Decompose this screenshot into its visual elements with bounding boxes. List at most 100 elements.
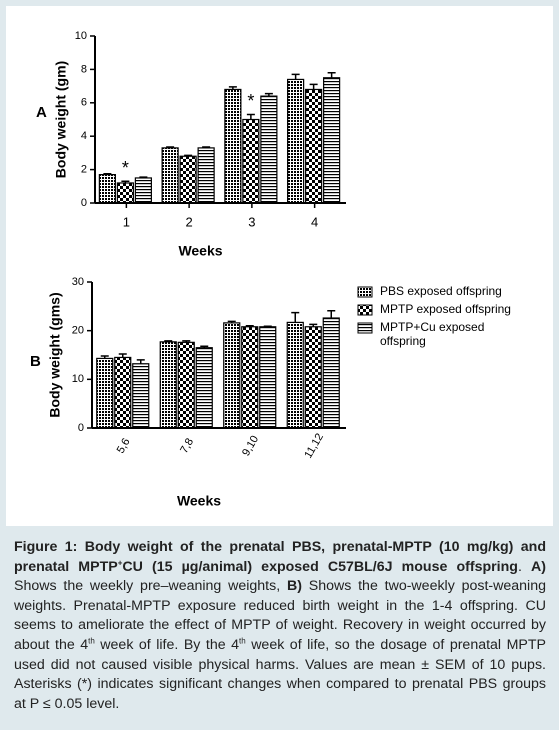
error-bar xyxy=(136,359,145,364)
bar-group xyxy=(223,320,241,429)
error-bar xyxy=(139,176,148,178)
bar-group xyxy=(98,173,116,204)
legend-label: PBS exposed offspring xyxy=(380,284,502,298)
bar xyxy=(223,322,241,429)
x-tick-label: 7,8 xyxy=(178,436,196,455)
caption-text: + xyxy=(117,557,123,567)
bar xyxy=(116,182,134,204)
error-bar xyxy=(182,340,191,343)
bar xyxy=(161,147,179,204)
bar-group xyxy=(132,359,150,429)
bar xyxy=(242,118,260,204)
bar xyxy=(177,341,195,429)
legend-swatch xyxy=(357,304,373,316)
error-bar xyxy=(228,86,237,90)
error-bar xyxy=(202,146,211,148)
x-tick-label: 9,10 xyxy=(240,434,261,459)
x-tick-label: 5,6 xyxy=(115,436,133,455)
bar-group xyxy=(323,71,341,204)
bar-group xyxy=(260,92,278,204)
y-axis-label: Body weight (gms) xyxy=(47,292,63,417)
caption-text: week of life, so the dosage of prenatal … xyxy=(14,636,546,712)
error-bar xyxy=(118,353,127,358)
bar-group xyxy=(304,323,322,429)
error-bar xyxy=(291,73,300,80)
error-bar xyxy=(200,345,209,348)
legend-swatch xyxy=(357,286,373,298)
bar-group xyxy=(114,353,132,429)
legend-label: MPTP+Cu exposed offspring xyxy=(380,320,484,348)
bar-group xyxy=(286,311,304,429)
bar-group xyxy=(322,309,340,429)
panel-label: A xyxy=(36,104,47,121)
bar xyxy=(241,326,259,429)
error-bar xyxy=(166,146,175,148)
y-tick-label: 8 xyxy=(81,63,87,75)
bar xyxy=(305,88,323,204)
caption-text: th xyxy=(239,636,246,646)
y-tick-label: 2 xyxy=(81,164,87,176)
error-bar xyxy=(121,180,130,183)
bar-group xyxy=(287,73,305,204)
bar xyxy=(98,174,116,204)
y-tick-label: 10 xyxy=(75,30,87,42)
bar xyxy=(286,321,304,429)
caption-text: A) xyxy=(531,558,546,575)
error-bar xyxy=(327,309,336,319)
caption-text: Shows the weekly pre–weaning weights, xyxy=(14,578,287,595)
y-tick-label: 20 xyxy=(72,325,84,337)
figure: A Body weight (gm) Weeks 0 2 4 6 8 10 1 2 3 4 * * B Body… xyxy=(6,6,553,526)
bar-group xyxy=(179,154,197,204)
x-axis-label: Weeks xyxy=(177,493,221,509)
error-bar xyxy=(227,320,236,323)
legend-swatch xyxy=(357,322,373,334)
y-tick-label: 0 xyxy=(78,422,84,434)
bar xyxy=(179,155,197,204)
bar-group xyxy=(161,146,179,204)
caption-text: CU (15 µg/animal) exposed C57BL/6J mouse… xyxy=(122,558,518,575)
caption-text: week of life. By the 4 xyxy=(94,636,240,653)
bar xyxy=(159,341,177,429)
bar xyxy=(132,363,150,429)
bar xyxy=(260,95,278,204)
y-tick-label: 10 xyxy=(72,373,84,385)
bar-group xyxy=(116,180,134,204)
y-tick-label: 4 xyxy=(81,130,87,142)
x-tick-label: 3 xyxy=(248,214,255,229)
y-axis-label: Body weight (gm) xyxy=(53,61,69,178)
caption-text: . xyxy=(517,558,532,575)
bar-group xyxy=(305,83,323,204)
legend-label: MPTP exposed offspring xyxy=(380,302,511,316)
caption-text: th xyxy=(88,636,95,646)
x-tick-label: 11,12 xyxy=(302,431,326,460)
error-bar xyxy=(327,71,336,78)
bar-group xyxy=(177,340,195,429)
error-bar xyxy=(246,113,255,120)
y-tick-label: 30 xyxy=(72,276,84,288)
bar xyxy=(96,357,114,429)
bar xyxy=(323,77,341,204)
bar-group xyxy=(197,146,215,204)
caption-text: Shows the two-weekly post-weaning weight… xyxy=(14,578,546,653)
bar xyxy=(304,326,322,429)
caption-text: B) xyxy=(286,578,302,595)
bar-group xyxy=(134,176,152,204)
error-bar xyxy=(309,323,318,327)
error-bar xyxy=(264,92,273,97)
bar xyxy=(322,317,340,429)
bar-group xyxy=(224,86,242,204)
bar-group xyxy=(259,325,277,429)
x-tick-label: 2 xyxy=(186,214,193,229)
error-bar xyxy=(100,355,109,359)
error-bar xyxy=(245,325,254,327)
bar-group xyxy=(195,345,213,429)
bar-group xyxy=(159,340,177,429)
bar xyxy=(134,177,152,204)
error-bar xyxy=(184,154,193,157)
x-tick-label: 4 xyxy=(311,214,318,229)
bar-group xyxy=(241,325,259,429)
x-axis-label: Weeks xyxy=(178,243,222,259)
error-bar xyxy=(291,311,300,323)
